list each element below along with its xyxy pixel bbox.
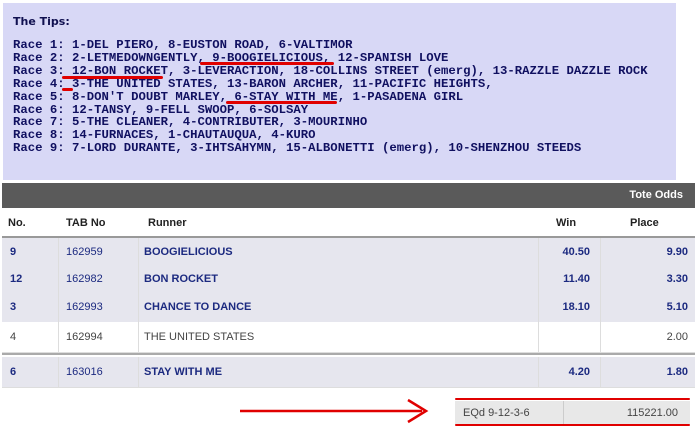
annotation-underline bbox=[200, 62, 334, 65]
column-header: No. bbox=[8, 217, 26, 229]
exotic-label: EQd 9-12-3-6 bbox=[463, 407, 530, 419]
column-separator bbox=[58, 238, 59, 265]
table-cell: 11.40 bbox=[563, 272, 590, 285]
column-separator bbox=[538, 265, 539, 292]
annotation-arrow bbox=[240, 398, 429, 424]
separator bbox=[563, 401, 564, 425]
column-header: TAB No bbox=[66, 217, 106, 229]
annotation-underline bbox=[62, 88, 73, 91]
table-cell: 9.90 bbox=[666, 245, 688, 258]
tip-line: Race 9: 7-LORD DURANTE, 3-IHTSAHYMN, 15-… bbox=[13, 141, 582, 156]
table-row: 6 163016 STAY WITH ME 4.20 1.80 bbox=[2, 357, 695, 388]
table-cell: 2.00 bbox=[666, 331, 688, 343]
exotic-value: 115221.00 bbox=[626, 407, 678, 419]
column-header: Place bbox=[630, 217, 659, 229]
column-separator bbox=[58, 357, 59, 387]
table-cell bbox=[538, 322, 590, 352]
table-cell: 4.20 bbox=[568, 366, 590, 378]
column-separator bbox=[538, 357, 539, 387]
row-rule bbox=[2, 353, 695, 355]
table-row: 9 162959 BOOGIELICIOUS 40.50 9.90 bbox=[2, 238, 695, 266]
table-cell: 3.30 bbox=[666, 272, 688, 285]
table-cell: BOOGIELICIOUS bbox=[144, 245, 233, 258]
table-cell: 162959 bbox=[66, 245, 103, 258]
column-separator bbox=[58, 322, 59, 352]
column-separator bbox=[138, 265, 139, 292]
column-header: Runner bbox=[148, 217, 187, 229]
column-separator bbox=[138, 238, 139, 265]
table-row: 3 162993 CHANCE TO DANCE 18.10 5.10 bbox=[2, 292, 695, 323]
column-separator bbox=[58, 292, 59, 322]
tips-title: The Tips: bbox=[13, 15, 70, 28]
table-cell: 1.80 bbox=[666, 366, 688, 378]
tip-line: Race 6: 12-TANSY, 9-FELL SWOOP, 6-SOLSAY bbox=[13, 102, 309, 117]
table-cell: STAY WITH ME bbox=[144, 366, 223, 378]
column-separator bbox=[138, 322, 139, 352]
table-cell: CHANCE TO DANCE bbox=[144, 301, 252, 313]
tip-line: Race 1: 1-DEL PIERO, 8-EUSTON ROAD, 6-VA… bbox=[13, 38, 353, 52]
column-header: Win bbox=[556, 217, 577, 229]
column-separator bbox=[138, 357, 139, 387]
tip-line: Race 4: 3-THE UNITED STATES, 13-BARON AR… bbox=[13, 76, 493, 91]
table-row: 12 162982 BON ROCKET 11.40 3.30 bbox=[2, 265, 695, 293]
table-cell: 5.10 bbox=[666, 301, 688, 313]
table-cell: 4 bbox=[10, 331, 17, 343]
tip-line: Race 3: 12-BON ROCKET, 3-LEVERACTION, 18… bbox=[13, 63, 648, 78]
annotation-underline bbox=[226, 101, 337, 104]
table-caption: Tote Odds bbox=[629, 189, 683, 201]
table-cell: BON ROCKET bbox=[144, 272, 218, 285]
column-separator bbox=[600, 322, 601, 352]
table-row: 4 162994 THE UNITED STATES 2.00 bbox=[2, 322, 695, 353]
column-separator bbox=[58, 265, 59, 292]
table-cell: THE UNITED STATES bbox=[144, 331, 255, 343]
annotation-underline bbox=[455, 398, 690, 400]
column-separator bbox=[600, 238, 601, 265]
exotic-result: EQd 9-12-3-6 115221.00 bbox=[455, 401, 690, 425]
column-separator bbox=[538, 292, 539, 322]
tip-line: Race 7: 5-THE CLEANER, 4-CONTRIBUTER, 3-… bbox=[13, 115, 368, 130]
header-rule bbox=[2, 236, 695, 238]
column-separator bbox=[600, 357, 601, 387]
table-cell: 12 bbox=[10, 272, 23, 285]
table-cell: 18.10 bbox=[562, 301, 590, 313]
table-cell: 163016 bbox=[66, 366, 103, 378]
column-separator bbox=[600, 292, 601, 322]
tip-line: Race 2: 2-LETMEDOWNGENTLY, 9-BOOGIELICIO… bbox=[13, 50, 449, 65]
table-cell: 162994 bbox=[66, 331, 103, 343]
column-separator bbox=[538, 238, 539, 265]
tips-box: The Tips: Race 1: 1-DEL PIERO, 8-EUSTON … bbox=[3, 3, 676, 180]
table-cell: 40.50 bbox=[562, 245, 590, 258]
table-cell: 9 bbox=[10, 245, 17, 258]
table-cell: 6 bbox=[10, 366, 17, 378]
table-cell: 162982 bbox=[66, 272, 103, 285]
column-separator bbox=[138, 292, 139, 322]
table-caption-bar: Tote Odds bbox=[2, 183, 695, 208]
column-separator bbox=[600, 265, 601, 292]
table-cell: 3 bbox=[10, 301, 17, 313]
annotation-underline bbox=[455, 424, 690, 426]
column-separator bbox=[538, 322, 539, 352]
tip-line: Race 5: 8-DON'T DOUBT MARLEY, 6-STAY WIT… bbox=[13, 89, 464, 104]
table-cell: 162993 bbox=[66, 301, 103, 313]
tip-line: Race 8: 14-FURNACES, 1-CHAUTAUQUA, 4-KUR… bbox=[13, 128, 316, 143]
annotation-underline bbox=[62, 76, 163, 79]
